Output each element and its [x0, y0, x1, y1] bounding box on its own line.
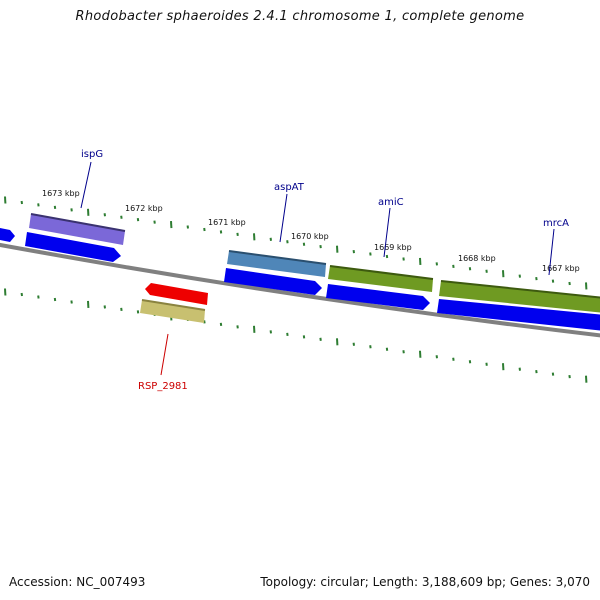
cds-feature[interactable] — [0, 228, 15, 242]
tick-label: 1673 kbp — [42, 189, 80, 198]
gene-feature-top-edge — [141, 299, 206, 311]
gene-feature[interactable] — [439, 281, 600, 313]
leader-line-ispG — [80, 161, 92, 209]
cds-feature-reverse[interactable] — [145, 283, 208, 305]
leader-line-RSP_2981 — [160, 333, 169, 376]
cds-feature[interactable] — [326, 284, 430, 310]
gene-feature-top-edge — [30, 213, 126, 232]
gene-label-aspAT: aspAT — [274, 182, 305, 193]
leader-line-aspAT — [279, 193, 288, 243]
tick-label: 1670 kbp — [291, 232, 329, 241]
cds-feature[interactable] — [437, 299, 600, 331]
gene-feature[interactable] — [29, 214, 125, 245]
gene-feature-top-edge — [440, 280, 600, 299]
tick-label: 1668 kbp — [458, 254, 496, 263]
gene-mrcA[interactable] — [437, 280, 600, 331]
gene-feature-top-edge — [228, 250, 327, 265]
gene-labels: ispG aspAT amiC mrcA RSP_2981 — [81, 149, 569, 392]
tick-label: 1669 kbp — [374, 243, 412, 252]
gene-amiC[interactable] — [326, 265, 434, 310]
map-title: Rhodobacter sphaeroides 2.4.1 chromosome… — [75, 9, 525, 24]
tick-label: 1672 kbp — [125, 204, 163, 213]
accession-text: Accession: NC_007493 — [9, 575, 146, 589]
tick-label: 1671 kbp — [208, 218, 246, 227]
gene-feature[interactable] — [227, 251, 326, 277]
tick-label: 1667 kbp — [542, 264, 580, 273]
leader-line-mrcA — [548, 228, 555, 276]
gene-feature[interactable] — [328, 266, 433, 292]
cds-feature[interactable] — [25, 232, 121, 262]
chromosome-backbone — [0, 242, 600, 338]
gene-label-RSP_2981: RSP_2981 — [138, 381, 188, 392]
tick-row-upper — [4, 196, 588, 290]
gene-feature-top-edge — [329, 265, 434, 280]
gene-feature[interactable] — [140, 300, 205, 323]
leader-line-amiC — [383, 207, 391, 258]
tick-row-lower — [4, 288, 588, 383]
gene-aspAT[interactable] — [224, 250, 327, 295]
gene-label-ispG: ispG — [81, 149, 103, 160]
gene-label-amiC: amiC — [378, 197, 404, 208]
label-leaders — [80, 161, 555, 376]
tick-labels: 1673 kbp 1672 kbp 1671 kbp 1670 kbp 1669… — [42, 189, 580, 273]
topology-text: Topology: circular; Length: 3,188,609 bp… — [260, 575, 590, 589]
gene-ispG[interactable] — [25, 213, 126, 262]
gene-label-mrcA: mrcA — [543, 218, 569, 229]
cds-feature[interactable] — [224, 268, 322, 295]
gene-RSP_2981[interactable] — [140, 283, 208, 323]
